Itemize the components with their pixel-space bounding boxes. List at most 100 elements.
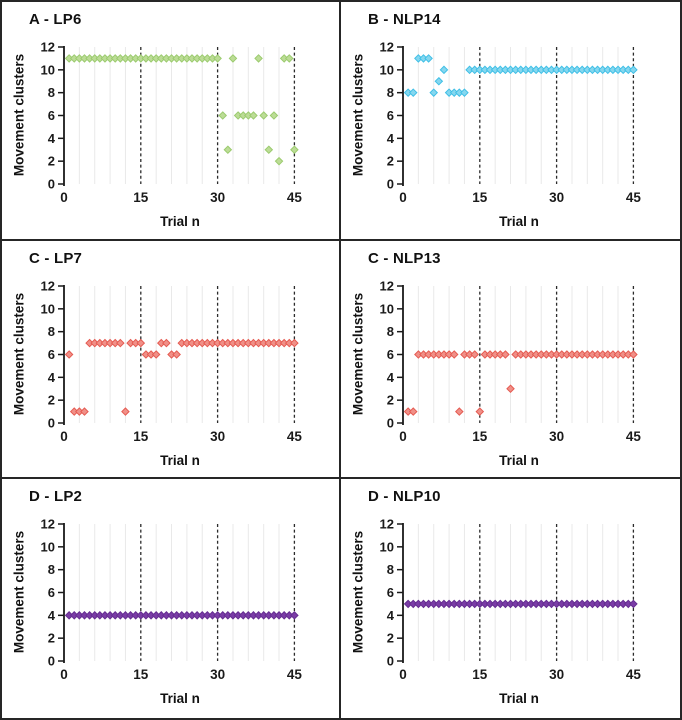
plot-svg: 0 2 4 6 8 10 12 0 15 30 45 <box>380 517 642 683</box>
x-tick-label: 30 <box>210 190 225 205</box>
y-tick-label: 0 <box>48 415 55 430</box>
y-tick-label: 12 <box>41 517 55 532</box>
data-point <box>116 338 125 348</box>
plot-svg: 0 2 4 6 8 10 12 0 15 30 45 <box>380 278 642 444</box>
x-tick-label: 0 <box>399 190 407 205</box>
data-point <box>434 76 444 86</box>
y-tick-label: 12 <box>380 278 394 293</box>
x-tick-label: 15 <box>472 429 488 444</box>
data-point <box>249 111 258 120</box>
data-points <box>64 611 299 620</box>
y-tick-label: 6 <box>48 585 55 600</box>
data-point <box>501 349 510 359</box>
y-tick-label: 2 <box>387 154 394 169</box>
y-tick-label: 0 <box>387 177 394 192</box>
data-point <box>449 349 459 359</box>
y-tick-label: 8 <box>387 85 394 100</box>
y-tick-label: 2 <box>387 631 394 646</box>
x-axis-title: Trial n <box>499 214 539 229</box>
y-tick-label: 8 <box>387 562 394 577</box>
x-tick-label: 45 <box>626 429 642 444</box>
data-point <box>439 65 449 75</box>
data-point <box>64 349 74 359</box>
data-point <box>629 599 638 609</box>
y-tick-label: 0 <box>48 654 55 669</box>
data-point <box>151 349 161 359</box>
y-tick-label: 8 <box>48 324 55 339</box>
y-tick-label: 0 <box>387 654 394 669</box>
x-tick-label: 15 <box>133 190 149 205</box>
y-tick-label: 4 <box>387 131 395 146</box>
x-tick-label: 30 <box>210 667 225 682</box>
data-point <box>506 384 515 393</box>
y-tick-label: 6 <box>387 108 394 123</box>
y-tick-label: 2 <box>48 154 55 169</box>
plot-svg: 0 2 4 6 8 10 12 0 15 30 45 <box>41 517 303 683</box>
data-points <box>403 54 638 97</box>
x-tick-label: 30 <box>210 429 225 444</box>
x-tick-label: 0 <box>399 429 407 444</box>
data-point <box>424 54 433 63</box>
panel-title: B - NLP14 <box>368 11 441 28</box>
data-point <box>629 349 638 359</box>
x-tick-label: 0 <box>60 667 68 682</box>
y-tick-label: 10 <box>380 301 394 316</box>
data-point <box>162 338 171 348</box>
data-point <box>429 88 439 97</box>
y-tick-label: 6 <box>387 585 394 600</box>
x-axis-title: Trial n <box>499 452 539 468</box>
x-tick-label: 15 <box>472 190 488 205</box>
y-tick-label: 4 <box>48 608 56 623</box>
data-point <box>228 54 238 63</box>
y-tick-label: 10 <box>41 540 55 555</box>
data-point <box>470 349 479 359</box>
data-points <box>64 338 299 416</box>
x-tick-label: 45 <box>287 429 303 444</box>
data-point <box>213 54 222 63</box>
x-axis-title: Trial n <box>499 691 539 707</box>
x-tick-label: 0 <box>60 429 68 444</box>
data-point <box>264 145 274 155</box>
x-tick-label: 45 <box>287 190 303 205</box>
data-point <box>218 111 228 120</box>
y-tick-label: 0 <box>48 177 55 192</box>
x-axis-title: Trial n <box>160 691 200 707</box>
data-point <box>455 406 464 416</box>
y-tick-label: 12 <box>380 517 394 532</box>
y-tick-label: 4 <box>387 608 395 623</box>
y-tick-label: 2 <box>48 631 55 646</box>
y-tick-label: 8 <box>48 85 55 100</box>
data-point <box>136 338 146 348</box>
panel-title: C - LP7 <box>29 249 83 267</box>
data-point <box>259 111 268 120</box>
x-axis-title: Trial n <box>160 452 200 468</box>
y-tick-label: 6 <box>387 347 394 362</box>
data-point <box>408 406 418 416</box>
y-tick-label: 10 <box>380 62 394 77</box>
y-tick-label: 2 <box>48 392 55 407</box>
x-tick-label: 0 <box>399 667 407 682</box>
plot-svg: 0 2 4 6 8 10 12 0 15 30 45 <box>41 40 303 206</box>
data-point <box>223 145 233 155</box>
data-point <box>290 338 299 348</box>
y-tick-label: 8 <box>48 562 55 577</box>
y-tick-label: 6 <box>48 108 55 123</box>
y-tick-label: 10 <box>41 62 55 77</box>
x-tick-label: 0 <box>60 190 68 205</box>
y-tick-label: 0 <box>387 415 394 430</box>
y-tick-label: 10 <box>380 540 394 555</box>
x-tick-label: 15 <box>472 667 488 682</box>
y-tick-label: 4 <box>48 131 56 146</box>
data-point <box>254 54 263 63</box>
y-tick-label: 4 <box>48 369 56 384</box>
data-point <box>284 54 294 63</box>
data-points <box>64 54 299 166</box>
plot-svg: 0 2 4 6 8 10 12 0 15 30 45 <box>41 278 303 444</box>
panel-title: C - NLP13 <box>368 249 441 267</box>
x-tick-label: 45 <box>626 190 642 205</box>
data-point <box>121 406 130 416</box>
y-tick-label: 12 <box>380 40 394 55</box>
